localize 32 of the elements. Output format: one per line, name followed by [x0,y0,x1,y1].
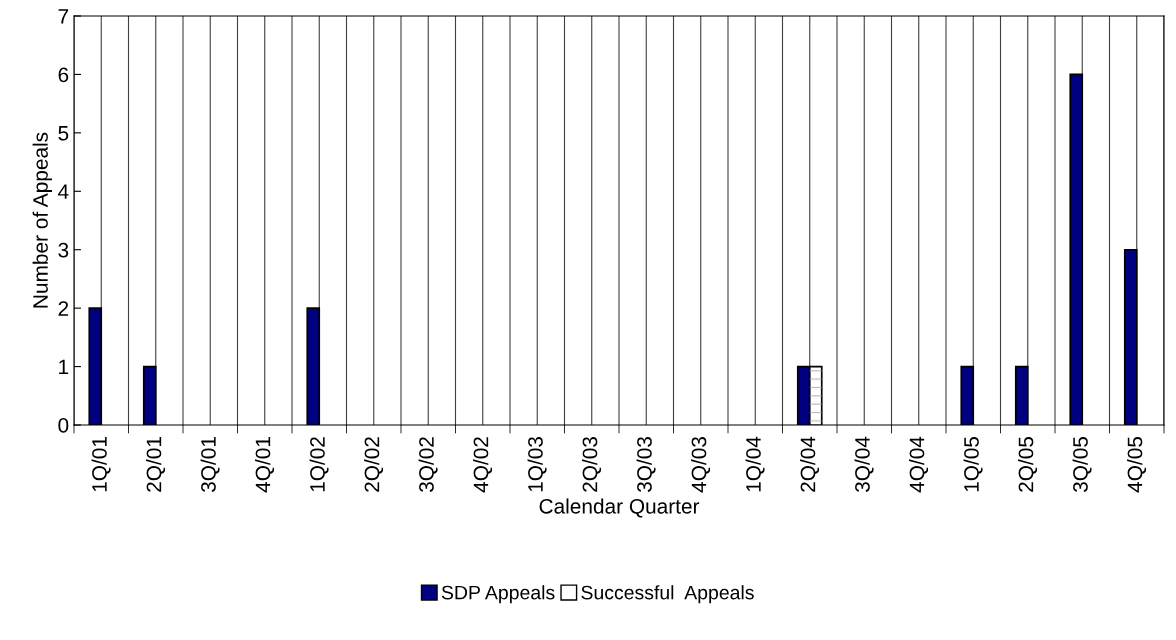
x-tick-label: 2Q/03 [582,437,602,492]
y-tick-label: 0 [58,418,69,433]
y-tick-label: 5 [58,126,69,141]
y-tick-label: 2 [58,301,69,316]
x-tick-label: 2Q/05 [1018,436,1038,492]
y-axis-title: Number of Appeals [32,132,52,308]
x-tick-label: 2Q/04 [800,436,820,492]
y-tick-label: 6 [58,67,69,83]
x-axis-title: Calendar Quarter [539,498,700,518]
x-tick-label: 4Q/01 [255,437,275,493]
legend-label: SDP Appeals [441,585,555,604]
x-tick-label: 3Q/01 [200,437,220,493]
x-tick-label: 2Q/01 [146,437,166,492]
y-tick-label: 7 [58,9,69,24]
x-tick-label: 1Q/03 [527,437,547,492]
x-tick-label: 1Q/02 [309,437,329,492]
y-tick-label: 4 [58,184,69,199]
x-tick-label: 4Q/02 [473,437,493,493]
x-tick-label: 2Q/02 [364,437,384,492]
y-tick-label: 1 [59,359,69,375]
x-tick-label: 1Q/04 [745,436,765,492]
x-tick-label: 3Q/03 [636,437,656,493]
x-tick-label: 4Q/03 [691,437,711,493]
x-tick-label: 4Q/05 [1127,436,1147,493]
x-tick-label: 1Q/01 [91,437,111,492]
x-tick-label: 1Q/05 [963,436,983,492]
x-tick-label: 3Q/02 [418,437,438,493]
x-tick-label: 4Q/04 [909,436,929,493]
x-tick-label: 3Q/04 [854,436,874,493]
y-tick-label: 3 [58,242,69,258]
x-tick-label: 3Q/05 [1072,436,1092,493]
legend-label: Successful Appeals [581,585,754,604]
